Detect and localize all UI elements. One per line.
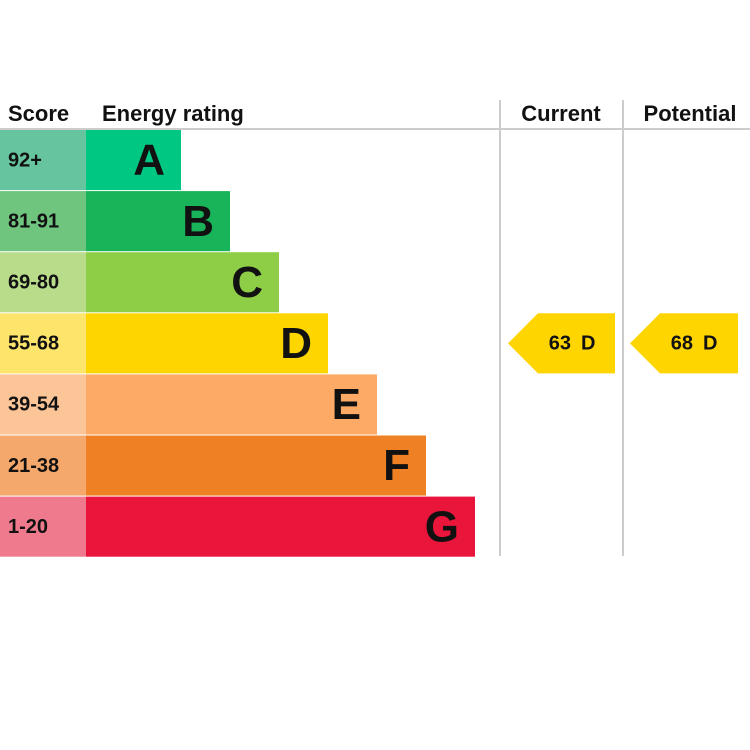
rating-bar: [86, 496, 475, 557]
score-cell: [0, 435, 86, 496]
band-letter: E: [332, 380, 361, 429]
current-band: D: [581, 333, 595, 355]
rating-bar: [86, 191, 230, 252]
header-score: Score: [8, 101, 69, 126]
score-label: 81-91: [8, 210, 59, 232]
current-score: 63: [549, 333, 571, 355]
band-letter: A: [133, 136, 165, 185]
score-cell: [0, 252, 86, 313]
band-letter: B: [182, 197, 214, 246]
potential-band: D: [703, 333, 717, 355]
band-letter: C: [231, 258, 263, 307]
score-cell: [0, 313, 86, 374]
header-rating: Energy rating: [102, 101, 244, 126]
score-cell: [0, 496, 86, 557]
score-label: 21-38: [8, 455, 59, 477]
rating-bar: [86, 130, 181, 191]
header-potential: Potential: [644, 101, 737, 126]
score-label: 69-80: [8, 272, 59, 294]
score-label: 92+: [8, 149, 42, 171]
rating-bar: [86, 435, 426, 496]
score-cell: [0, 130, 86, 191]
current-arrow: [508, 313, 615, 374]
rating-bar: [86, 252, 279, 313]
score-label: 1-20: [8, 516, 48, 538]
rating-bar: [86, 313, 328, 374]
rating-bar: [86, 374, 377, 435]
score-cell: [0, 191, 86, 252]
header-current: Current: [521, 101, 601, 126]
score-label: 55-68: [8, 333, 59, 355]
band-letter: D: [280, 319, 312, 368]
potential-score: 68: [671, 333, 693, 355]
score-label: 39-54: [8, 394, 60, 416]
band-letter: G: [425, 502, 459, 551]
band-letter: F: [383, 441, 410, 490]
score-cell: [0, 374, 86, 435]
potential-arrow: [630, 313, 738, 374]
